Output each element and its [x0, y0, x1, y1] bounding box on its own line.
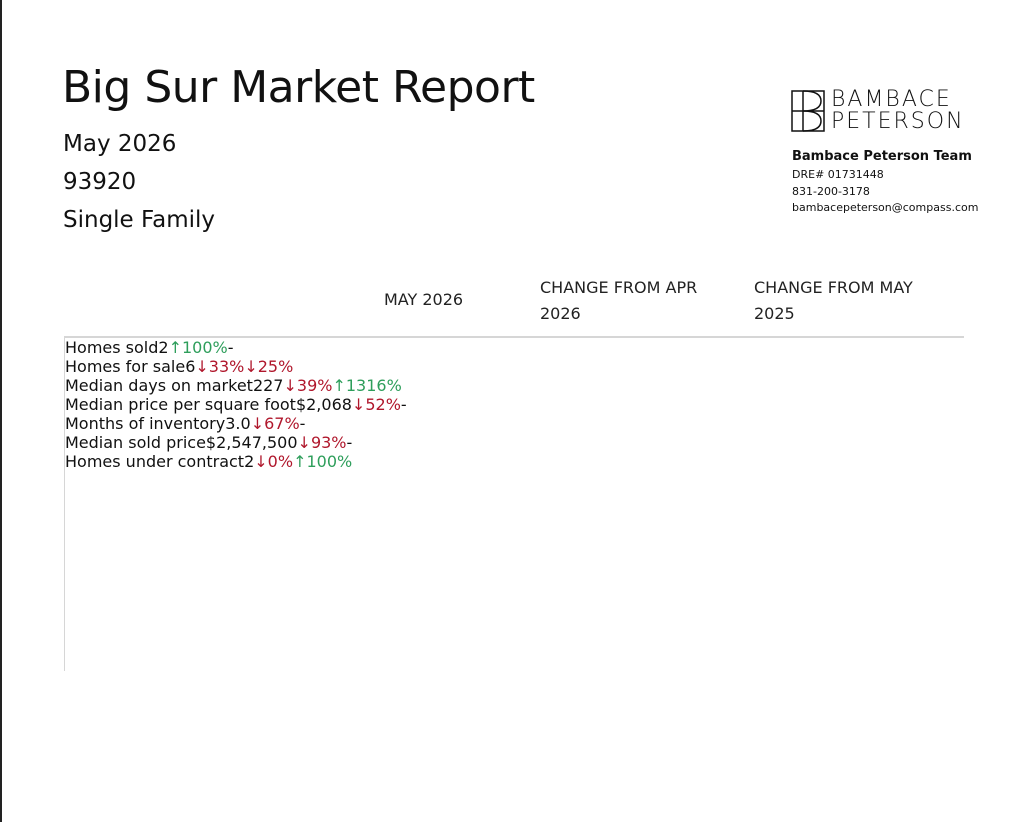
period: May 2026: [63, 131, 177, 157]
row-value: 2: [158, 338, 169, 357]
logo-text: PETERSON: [831, 109, 965, 134]
email: bambacepeterson@compass.com: [792, 201, 979, 214]
row-value: $2,547,500: [205, 433, 298, 452]
column-header: CHANGE FROM MAY 2025: [754, 278, 913, 323]
row-value: 2: [244, 452, 255, 471]
table-row: Median days on market227↓39%↑1316%: [65, 376, 965, 395]
change-cell: -: [346, 433, 353, 452]
row-label: Median sold price: [65, 433, 206, 452]
table-body: Homes sold2↑100%- Homes for sale6↓33%↓25%…: [64, 338, 965, 671]
row-value: 3.0: [225, 414, 251, 433]
change-cell: ↓93%: [297, 433, 347, 452]
row-label: Homes sold: [65, 338, 159, 357]
logo-text: BAMBACE: [831, 87, 952, 112]
table-row: Homes under contract2↓0%↑100%: [65, 452, 965, 471]
change-cell: -: [299, 414, 306, 433]
table-row: Median price per square foot$2,068↓52%-: [65, 395, 965, 414]
row-value: 227: [252, 376, 284, 395]
change-cell: ↓52%: [351, 395, 401, 414]
table-row: Homes for sale6↓33%↓25%: [65, 357, 965, 376]
zip-code: 93920: [63, 169, 137, 195]
column-header: CHANGE FROM APR 2026: [540, 278, 698, 323]
change-cell: ↓39%: [283, 376, 333, 395]
column-header: MAY 2026: [384, 290, 464, 309]
change-cell: ↓67%: [250, 414, 300, 433]
change-cell: -: [400, 395, 407, 414]
change-cell: ↓0%: [254, 452, 294, 471]
table-row: Median sold price$2,547,500↓93%-: [65, 433, 965, 452]
change-cell: ↑1316%: [332, 376, 402, 395]
table-top-rule: [64, 336, 964, 338]
change-cell: ↓25%: [244, 357, 294, 376]
row-label: Homes for sale: [65, 357, 186, 376]
row-label: Median price per square foot: [65, 395, 296, 414]
logo: BAMBACE PETERSON: [791, 88, 971, 134]
property-type: Single Family: [63, 207, 216, 233]
table-row: Months of inventory3.0↓67%-: [65, 414, 965, 433]
row-value: $2,068: [295, 395, 352, 414]
dre-number: DRE# 01731448: [792, 168, 884, 181]
row-label: Median days on market: [65, 376, 253, 395]
change-cell: ↓33%: [195, 357, 245, 376]
report-title: Big Sur Market Report: [62, 62, 535, 113]
change-cell: ↑100%: [293, 452, 353, 471]
change-cell: -: [227, 338, 234, 357]
row-label: Months of inventory: [65, 414, 226, 433]
team-name: Bambace Peterson Team: [792, 149, 972, 164]
logo-icon: [791, 90, 825, 132]
row-value: 6: [185, 357, 196, 376]
change-cell: ↑100%: [168, 338, 228, 357]
phone: 831-200-3178: [792, 185, 870, 198]
table-row: Homes sold2↑100%-: [65, 338, 965, 357]
row-label: Homes under contract: [65, 452, 245, 471]
